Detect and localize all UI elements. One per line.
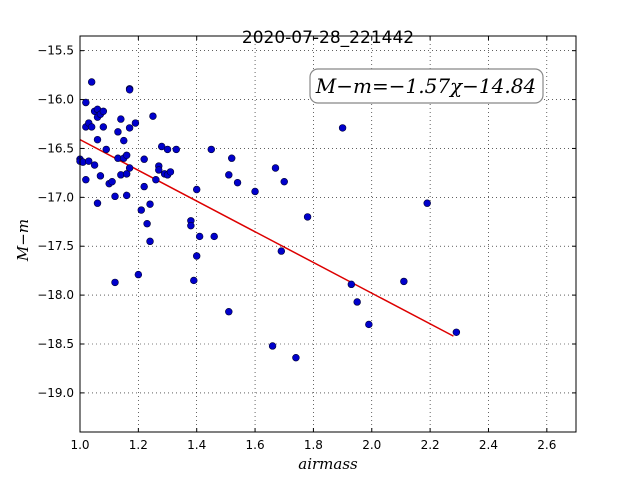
x-tick-label: 2.4 <box>479 438 498 452</box>
data-point <box>134 270 143 279</box>
data-point <box>143 220 151 228</box>
data-point <box>187 221 195 230</box>
data-point <box>193 252 201 260</box>
equation-box-frame <box>309 68 544 104</box>
data-point <box>99 123 108 131</box>
data-point <box>157 142 166 151</box>
plot-frame <box>79 35 577 433</box>
data-point <box>117 115 125 123</box>
equation-box: M−m=−1.57χ−14.84 <box>309 68 544 104</box>
fit-line <box>79 138 454 337</box>
data-point <box>190 276 198 285</box>
data-point <box>146 200 154 208</box>
data-point <box>210 232 218 241</box>
data-point <box>207 145 215 154</box>
y-tick-label: −17.0 <box>37 190 74 204</box>
x-tick-label: 1.8 <box>304 438 323 452</box>
y-tick-label: −15.5 <box>37 44 74 58</box>
data-point <box>125 124 134 132</box>
data-point <box>347 280 356 289</box>
y-tick-label: −16.0 <box>37 93 74 107</box>
x-tick-label: 2.6 <box>537 438 556 452</box>
data-point <box>195 232 204 241</box>
y-tick-label: −18.5 <box>37 337 74 351</box>
data-point <box>93 199 102 207</box>
data-point <box>120 136 128 145</box>
data-point <box>365 320 373 329</box>
data-point <box>96 172 105 180</box>
data-point <box>122 151 131 159</box>
data-point <box>85 157 93 165</box>
data-point <box>140 155 148 163</box>
x-tick-label: 2.0 <box>362 438 381 452</box>
data-point <box>292 353 300 362</box>
y-tick-label: −17.5 <box>37 239 74 253</box>
data-point <box>423 199 431 207</box>
data-point <box>111 278 119 287</box>
data-point <box>163 145 172 154</box>
data-point <box>111 192 119 201</box>
data-point <box>251 187 259 196</box>
x-tick-label: 1.4 <box>187 438 206 452</box>
data-point <box>280 177 288 186</box>
data-point <box>102 145 110 154</box>
data-point <box>122 170 131 178</box>
data-point <box>225 171 233 179</box>
data-point <box>233 178 242 187</box>
data-point <box>277 247 286 255</box>
data-point <box>155 166 163 174</box>
x-tick-label: 1.6 <box>246 438 265 452</box>
data-point <box>271 164 280 172</box>
data-point <box>400 277 408 286</box>
x-axis-label: airmass <box>298 455 358 473</box>
data-point <box>193 185 201 194</box>
y-tick-label: −16.5 <box>37 141 74 155</box>
y-tick-label: −18.0 <box>37 288 74 302</box>
data-point <box>146 237 154 246</box>
y-tick-label: −19.0 <box>37 386 74 400</box>
data-point <box>90 161 99 169</box>
data-point <box>149 112 157 120</box>
data-point <box>268 342 277 350</box>
data-point <box>152 176 160 184</box>
data-point <box>108 177 116 186</box>
data-point <box>338 124 347 132</box>
fit-line-layer <box>79 138 454 337</box>
data-point <box>166 168 175 176</box>
data-point <box>137 206 145 214</box>
data-point <box>114 128 122 136</box>
data-point <box>125 86 134 94</box>
data-point <box>228 154 236 162</box>
data-point <box>125 164 134 172</box>
data-point <box>122 191 131 200</box>
fit-equation: M−m=−1.57χ−14.84 <box>315 74 536 98</box>
y-axis-label: M−m <box>14 219 32 262</box>
data-point <box>87 78 96 86</box>
data-point <box>99 107 108 115</box>
data-point <box>225 308 233 316</box>
data-point <box>87 123 96 131</box>
data-point <box>353 298 361 306</box>
data-points <box>76 78 461 362</box>
data-point <box>131 119 140 127</box>
data-point <box>172 145 180 154</box>
data-point <box>82 98 90 107</box>
chart-title: 2020-07-28_221442 <box>242 28 414 48</box>
data-point <box>93 135 102 144</box>
x-tick-label: 1.2 <box>129 438 148 452</box>
x-tick-label: 2.2 <box>421 438 440 452</box>
data-point <box>303 213 312 221</box>
x-tick-label: 1.0 <box>70 438 89 452</box>
data-point <box>452 328 461 336</box>
data-point <box>82 176 90 184</box>
data-point <box>140 182 148 191</box>
